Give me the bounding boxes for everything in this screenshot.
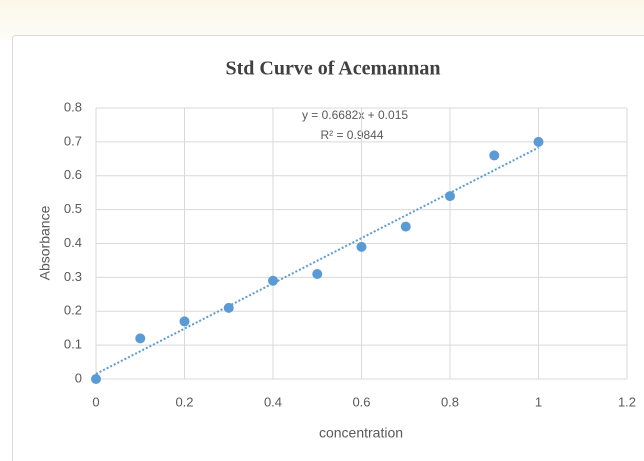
y-tick-label: 0.7 <box>64 133 82 148</box>
top-band <box>0 0 644 40</box>
x-tick-label: 0.2 <box>175 394 193 409</box>
data-point <box>312 268 323 279</box>
data-point <box>445 191 455 202</box>
trendline <box>95 146 539 375</box>
x-tick-label: 1.2 <box>618 394 636 409</box>
data-point <box>223 302 234 313</box>
chart-frame <box>12 35 644 461</box>
data-point <box>489 150 500 161</box>
x-tick-label: 0.4 <box>264 394 282 409</box>
y-axis-label: Absorbance <box>37 205 53 280</box>
y-tick-label: 0 <box>75 370 82 385</box>
x-tick-label: 0.8 <box>441 394 459 409</box>
x-tick-label: 0.6 <box>352 394 370 409</box>
data-point <box>135 333 146 344</box>
y-tick-label: 0.6 <box>64 167 82 182</box>
data-point <box>91 374 101 384</box>
data-point <box>356 241 367 252</box>
data-point <box>533 136 544 147</box>
data-point <box>400 221 411 232</box>
x-tick-label: 1 <box>535 394 542 409</box>
y-tick-label: 0.8 <box>64 99 82 114</box>
data-point <box>268 275 278 286</box>
r-squared: R² = 0.9844 <box>320 128 383 142</box>
x-axis-label: concentration <box>319 425 403 441</box>
x-tick-label: 0 <box>92 394 99 409</box>
y-tick-label: 0.4 <box>64 235 82 250</box>
y-tick-label: 0.2 <box>64 303 82 318</box>
data-point <box>179 316 190 327</box>
chart-title: Std Curve of Acemannan <box>225 58 440 80</box>
y-tick-label: 0.1 <box>64 337 82 352</box>
y-tick-label: 0.5 <box>64 201 82 216</box>
trendline-equation: y = 0.6682x + 0.015 <box>302 108 408 122</box>
y-tick-label: 0.3 <box>64 269 82 284</box>
